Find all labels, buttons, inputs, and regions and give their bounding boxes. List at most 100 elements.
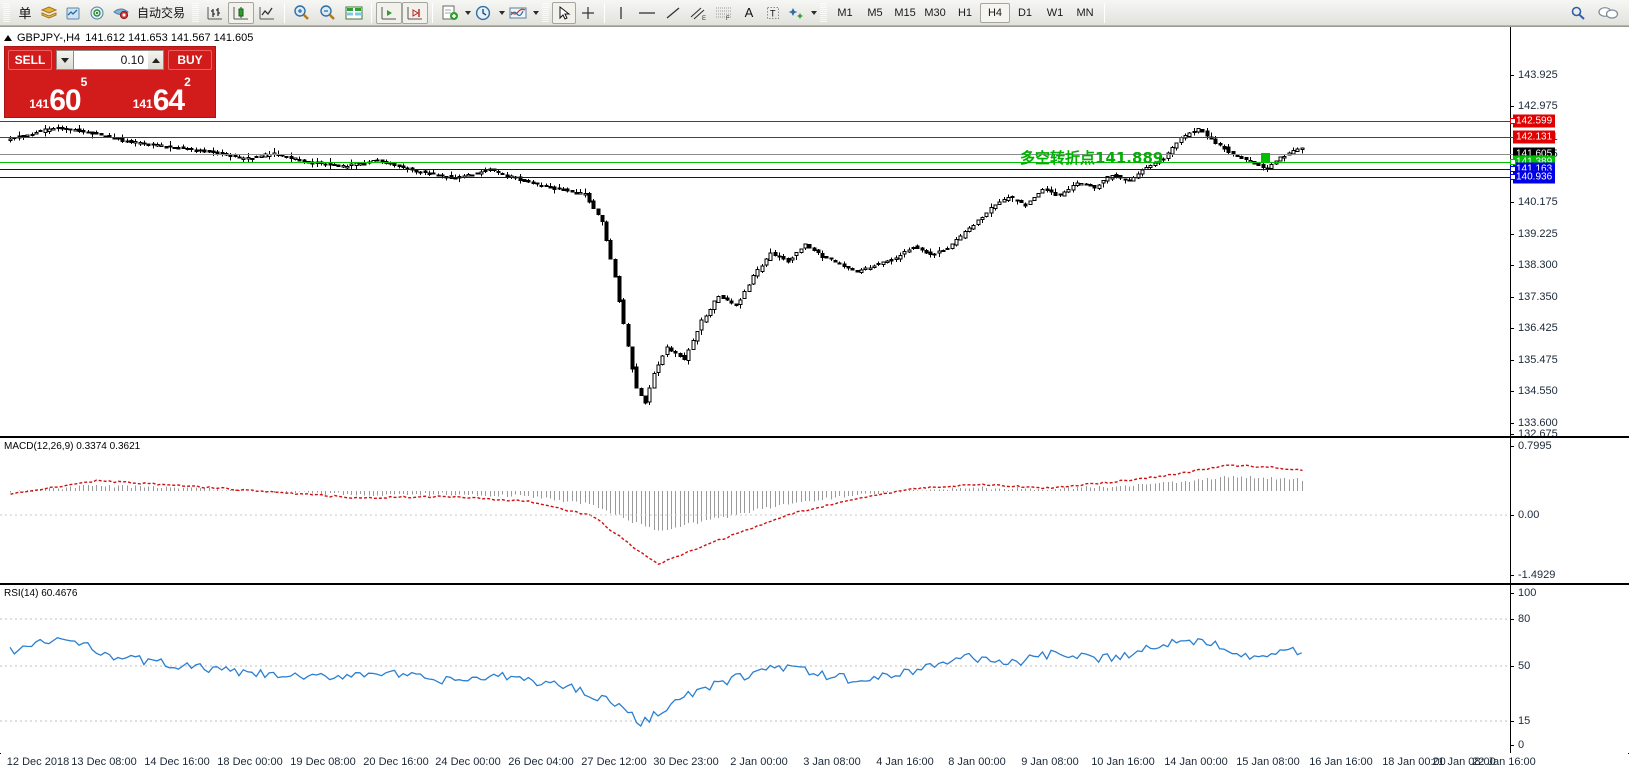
- chat-icon[interactable]: [1597, 5, 1619, 21]
- toolbar-grip-3[interactable]: [542, 2, 550, 23]
- timeframe-m1[interactable]: M1: [837, 6, 853, 19]
- timeframe-m5[interactable]: M5: [867, 6, 883, 19]
- position-marker[interactable]: [1261, 153, 1270, 162]
- macd-label: MACD(12,26,9) 0.3374 0.3621: [4, 441, 141, 452]
- price-tick-label: 143.925: [1518, 69, 1558, 81]
- level-handle-140-936[interactable]: [1510, 174, 1516, 180]
- expert-advisor-icon[interactable]: [109, 2, 133, 24]
- turning-point-annotation[interactable]: 多空转折点141.889: [1020, 149, 1164, 167]
- toolbar-grip-4[interactable]: [820, 2, 828, 23]
- new-order-icon[interactable]: 单: [18, 6, 32, 21]
- timeframe-d1[interactable]: D1: [1017, 6, 1033, 19]
- objects-dropdown-caret[interactable]: [811, 10, 818, 15]
- time-tick-label: 9 Jan 08:00: [1021, 756, 1079, 768]
- price-tick: [1510, 106, 1514, 107]
- sell-price-whole: 141: [29, 97, 50, 111]
- equidistant-channel-tool[interactable]: E: [685, 2, 711, 24]
- price-chip-142-599[interactable]: 142.599: [1513, 114, 1556, 128]
- rsi-pane-inner: [0, 585, 1629, 753]
- level-line-141-605-bid: [0, 154, 1516, 155]
- buy-price-display[interactable]: 141 64 2: [111, 73, 212, 115]
- search-icon[interactable]: [1569, 5, 1587, 21]
- period-dropdown-caret[interactable]: [499, 10, 506, 15]
- zoom-in-button[interactable]: [289, 2, 315, 24]
- price-chip-142-131[interactable]: 142.131: [1513, 130, 1556, 144]
- buy-price-whole: 141: [132, 97, 153, 111]
- buy-button[interactable]: BUY: [168, 50, 212, 70]
- time-tick-label: 8 Jan 00:00: [948, 756, 1006, 768]
- auto-scroll-button[interactable]: [402, 1, 429, 24]
- trendline-tool[interactable]: [661, 2, 685, 24]
- time-axis[interactable]: 12 Dec 2018 13 Dec 08:00 14 Dec 16:00 18 De…: [0, 754, 1629, 772]
- crosshair-tool[interactable]: [576, 2, 600, 24]
- volume-increase-button[interactable]: [148, 50, 164, 70]
- collapse-triangle-icon[interactable]: [4, 35, 12, 41]
- level-handle-141-163[interactable]: [1510, 166, 1516, 172]
- sell-button[interactable]: SELL: [8, 50, 52, 70]
- chart-shift-button[interactable]: [376, 1, 403, 24]
- time-tick-label: 4 Jan 16:00: [876, 756, 934, 768]
- new-chart-button[interactable]: [437, 2, 463, 24]
- sell-price-display[interactable]: 141 60 5: [8, 73, 109, 115]
- cursor-tool[interactable]: [552, 1, 577, 24]
- price-pane[interactable]: 多空转折点141.889 143.925142.975142.131141.60…: [0, 27, 1629, 440]
- macd-scale[interactable]: 0.7995 0.00 -1.4929: [1510, 438, 1629, 583]
- level-line-142-131[interactable]: [0, 137, 1516, 138]
- new-chart-dropdown-caret[interactable]: [465, 10, 472, 15]
- signals-icon[interactable]: [85, 2, 109, 24]
- volume-input[interactable]: 0.10: [74, 50, 148, 70]
- rsi-tick-label-80: 80: [1518, 613, 1531, 625]
- level-handle-142-599[interactable]: [1510, 118, 1516, 124]
- chart-area[interactable]: GBPJPY-,H4 141.612 141.653 141.567 141.6…: [0, 26, 1629, 772]
- rsi-tick-label-50: 50: [1518, 660, 1531, 672]
- time-tick-label: 22 Jan 16:00: [1472, 756, 1536, 768]
- horizontal-line-tool[interactable]: [633, 2, 661, 24]
- period-button[interactable]: [471, 2, 497, 24]
- price-tick-label: 142.975: [1518, 100, 1558, 112]
- terminal-icon[interactable]: [61, 2, 85, 24]
- timeframe-w1[interactable]: W1: [1046, 6, 1064, 19]
- wallet-icon[interactable]: [37, 2, 61, 24]
- one-click-trading-panel[interactable]: SELL 0.10 BUY 141 60 5 141 64 2: [4, 46, 216, 118]
- timeframe-m30[interactable]: M30: [924, 6, 946, 19]
- volume-stepper[interactable]: 0.10: [56, 50, 164, 70]
- macd-plot: [0, 464, 1510, 565]
- level-line-142-599[interactable]: [0, 121, 1516, 122]
- price-tick: [1510, 328, 1514, 329]
- price-chip-140-936[interactable]: 140.936: [1513, 170, 1556, 184]
- volume-decrease-button[interactable]: [56, 50, 74, 70]
- price-scale[interactable]: 143.925142.975142.131141.605140.175139.2…: [1510, 27, 1629, 440]
- indicators-button[interactable]: [505, 2, 531, 24]
- buy-price-fraction: 2: [184, 75, 191, 89]
- autotrading-label[interactable]: 自动交易: [137, 6, 186, 20]
- data-window-button[interactable]: [341, 2, 367, 24]
- toolbar-grip[interactable]: [3, 2, 10, 23]
- timeframe-h4[interactable]: H4: [980, 2, 1011, 23]
- label-tool[interactable]: T: [761, 2, 785, 24]
- svg-text:E: E: [702, 16, 706, 21]
- timeframe-m15[interactable]: M15: [894, 6, 916, 19]
- level-handle-141-389[interactable]: [1510, 159, 1516, 165]
- vertical-line-tool[interactable]: [609, 2, 633, 24]
- indicators-dropdown-caret[interactable]: [533, 10, 540, 15]
- timeframe-mn[interactable]: MN: [1076, 6, 1094, 19]
- fibonacci-tool[interactable]: F: [711, 2, 737, 24]
- candlestick-chart-button[interactable]: [228, 1, 255, 24]
- rsi-pane[interactable]: RSI(14) 60.4676 100 80 50 15: [0, 585, 1629, 753]
- level-line-141-389[interactable]: [0, 162, 1516, 163]
- toolbar-grip-2[interactable]: [192, 2, 200, 23]
- rsi-scale-axis: [1510, 585, 1511, 753]
- line-chart-button[interactable]: [254, 2, 280, 24]
- macd-pane[interactable]: MACD(12,26,9) 0.3374 0.3621 0.7995 0.00 …: [0, 438, 1629, 583]
- level-line-140-936[interactable]: [0, 177, 1516, 178]
- rsi-scale[interactable]: 100 80 50 15 0: [1510, 585, 1629, 753]
- bar-chart-button[interactable]: [202, 2, 228, 24]
- rsi-label: RSI(14) 60.4676: [4, 588, 78, 599]
- zoom-out-button[interactable]: [315, 2, 341, 24]
- objects-tool[interactable]: [785, 2, 809, 24]
- timeframe-h1[interactable]: H1: [957, 6, 973, 19]
- price-tick: [1510, 391, 1514, 392]
- level-line-141-163[interactable]: [0, 169, 1516, 170]
- macd-pane-inner: [0, 438, 1629, 583]
- text-tool[interactable]: A: [744, 5, 754, 20]
